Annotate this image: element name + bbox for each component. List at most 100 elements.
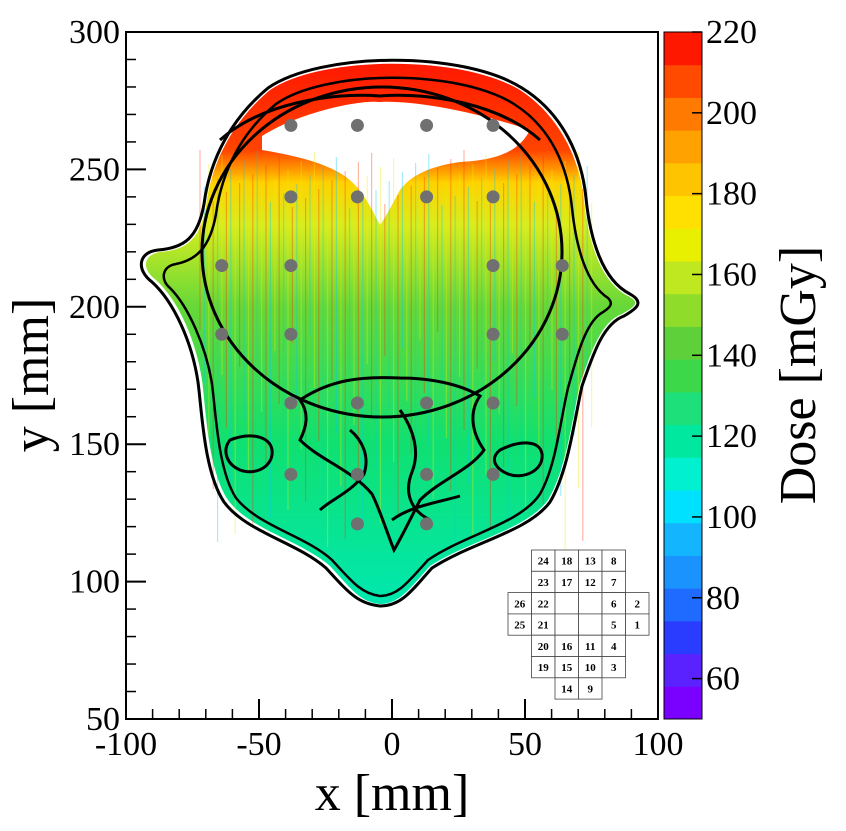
dosimeter-point [420, 396, 434, 410]
color-bar-step [664, 653, 702, 687]
legend-cell [578, 613, 603, 636]
dosimeter-point [555, 327, 569, 341]
legend-cell-label: 7 [611, 577, 617, 589]
z-tick-label: 220 [706, 14, 757, 51]
color-bar-step [664, 162, 702, 197]
dosimeter-point [350, 190, 364, 204]
color-bar: 60 80 100 120 140 160 180 200 220 [663, 14, 757, 720]
color-bar-step [664, 32, 702, 66]
legend-cell-label: 21 [538, 620, 549, 632]
color-bar-step [664, 359, 702, 393]
dosimeter-point [420, 467, 434, 481]
dosimeter-point [350, 118, 364, 132]
dosimeter-point [420, 517, 434, 531]
color-bar-step [664, 228, 702, 262]
color-bar-step [664, 293, 702, 327]
color-bar-step [664, 130, 702, 164]
legend-cell-label: 10 [585, 662, 597, 674]
dosimeter-point [284, 396, 298, 410]
legend-cell [578, 677, 603, 700]
color-bar-step [664, 326, 702, 360]
legend-cell-label: 14 [561, 683, 573, 695]
dosimeter-point [486, 118, 500, 132]
axes: -100 -50 0 50 100 50 100 150 200 250 300 [69, 14, 684, 763]
legend-cell-label: 13 [585, 556, 597, 568]
color-bar-step [664, 588, 702, 622]
color-bar-step [664, 522, 702, 556]
x-tick-label: -50 [236, 726, 281, 763]
legend-cell-label: 17 [561, 577, 573, 589]
legend-cell-label: 11 [585, 641, 595, 653]
color-bar-step [664, 424, 702, 458]
legend-cell-label: 24 [538, 556, 550, 568]
z-tick-label: 100 [706, 499, 757, 536]
dosimeter-point [350, 517, 364, 531]
x-tick-label: 0 [384, 726, 401, 763]
y-tick-label: 300 [69, 14, 120, 51]
legend-cell-label: 8 [611, 556, 617, 568]
dosimeter-point [284, 327, 298, 341]
color-bar-step [664, 620, 702, 655]
dosimeter-point [350, 396, 364, 410]
z-tick-label: 200 [706, 95, 757, 132]
y-tick-label: 100 [69, 564, 120, 601]
z-tick-label: 160 [706, 256, 757, 293]
dosimeter-position-legend: 24 18 13 8 23 17 12 7 26 22 6 2 25 21 5 1 20 16 11 4 19 15 10 3… [507, 549, 650, 700]
y-tick-label: 250 [69, 151, 120, 188]
z-tick-label: 180 [706, 176, 757, 213]
z-tick-label: 140 [706, 337, 757, 374]
x-tick-label: 100 [633, 726, 684, 763]
color-bar-step [664, 64, 702, 98]
legend-cell-label: 23 [538, 577, 550, 589]
color-bar-step [664, 686, 702, 720]
legend-cell [601, 656, 626, 679]
dosimeter-point [284, 467, 298, 481]
y-axis-title: y [mm] [3, 298, 60, 453]
legend-cell-label: 12 [585, 577, 597, 589]
legend-cell-label: 22 [538, 598, 550, 610]
dosimeter-point [486, 327, 500, 341]
y-tick-label: 200 [69, 289, 120, 326]
legend-cell [554, 592, 579, 615]
legend-cell-label: 2 [635, 598, 641, 610]
legend-cell-label: 16 [561, 641, 573, 653]
x-axis-title: x [mm] [315, 765, 470, 822]
z-tick-label: 120 [706, 418, 757, 455]
head-dose-region [145, 63, 636, 605]
legend-cell-label: 25 [514, 620, 526, 632]
dosimeter-point [284, 118, 298, 132]
legend-cell-label: 4 [611, 641, 617, 653]
dosimeter-markers [215, 118, 569, 531]
body-contours [140, 58, 640, 608]
dosimeter-point [350, 467, 364, 481]
dosimeter-point [420, 118, 434, 132]
dosimeter-point [486, 259, 500, 273]
legend-cell-label: 9 [588, 683, 594, 695]
color-bar-step [664, 261, 702, 295]
legend-cell [554, 613, 579, 636]
color-bar-step [664, 97, 702, 131]
color-bar-step [664, 555, 702, 589]
y-tick-label: 150 [69, 426, 120, 463]
legend-cell-label: 20 [538, 641, 550, 653]
dosimeter-point [284, 259, 298, 273]
dosimeter-point [486, 190, 500, 204]
z-tick-label: 80 [706, 580, 740, 617]
x-tick-label: -100 [95, 726, 157, 763]
legend-cell-label: 26 [514, 598, 526, 610]
legend-cell [578, 592, 603, 615]
legend-cell [625, 613, 650, 636]
color-bar-step [664, 490, 702, 524]
dosimeter-point [486, 467, 500, 481]
z-tick-label: 60 [706, 661, 740, 698]
dosimeter-point [420, 190, 434, 204]
legend-cell-label: 6 [611, 598, 617, 610]
air-cavity [262, 101, 530, 225]
x-tick-label: 50 [508, 726, 542, 763]
color-bar-step [664, 457, 702, 491]
legend-cell-label: 3 [611, 662, 617, 674]
dosimeter-point [555, 259, 569, 273]
legend-cell-label: 15 [561, 662, 573, 674]
dosimeter-point [215, 259, 229, 273]
dosimeter-point [486, 396, 500, 410]
